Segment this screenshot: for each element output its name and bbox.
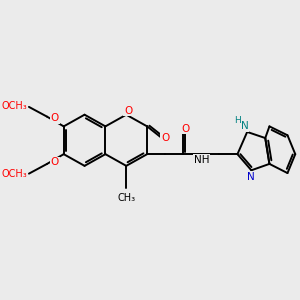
Text: O: O xyxy=(124,106,132,116)
Text: N: N xyxy=(247,172,255,182)
Text: H: H xyxy=(234,116,241,125)
Text: O: O xyxy=(51,113,59,123)
Text: CH₃: CH₃ xyxy=(117,193,135,203)
Text: OCH₃: OCH₃ xyxy=(2,101,28,111)
Text: O: O xyxy=(51,158,59,167)
Text: NH: NH xyxy=(194,155,209,165)
Text: O: O xyxy=(181,124,190,134)
Text: OCH₃: OCH₃ xyxy=(2,169,28,179)
Text: N: N xyxy=(241,121,248,131)
Text: O: O xyxy=(161,133,169,143)
